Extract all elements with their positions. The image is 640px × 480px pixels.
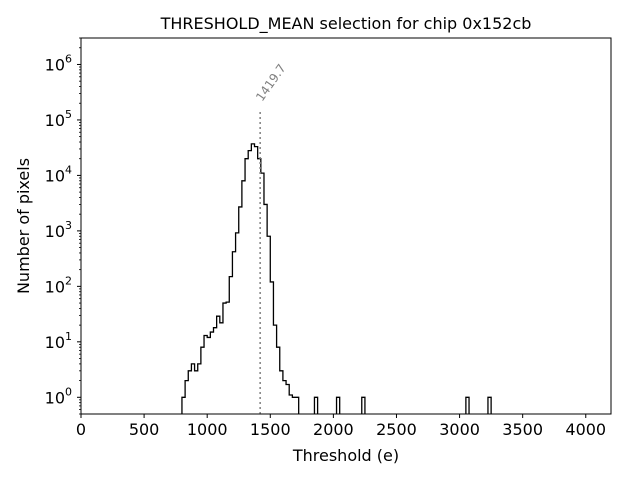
y-axis-label: Number of pixels [14, 158, 33, 294]
y-tick-label-3: 103 [45, 219, 72, 241]
plot-area: 1419.7 0 500 1000 1500 2000 2500 3000 3500 4000 10… [45, 37, 612, 439]
histogram-step-3 [361, 396, 366, 414]
histogram-step-4 [465, 396, 470, 414]
y-tick-label-5: 105 [45, 108, 72, 130]
chart-title: THRESHOLD_MEAN selection for chip 0x152c… [160, 14, 532, 34]
x-tick-label-3500: 3500 [502, 420, 543, 439]
axes-frame [80, 37, 612, 415]
y-tick-label-1: 101 [45, 330, 72, 352]
histogram-step-5 [487, 396, 492, 414]
histogram-step-1 [313, 396, 319, 414]
x-tick-label-2500: 2500 [376, 420, 417, 439]
x-tick-label-4000: 4000 [565, 420, 606, 439]
y-tick-label-4: 104 [45, 163, 72, 185]
x-tick-label-1000: 1000 [187, 420, 228, 439]
x-tick-label-2000: 2000 [313, 420, 354, 439]
x-tick-label-1500: 1500 [250, 420, 291, 439]
x-tick-label-3000: 3000 [439, 420, 480, 439]
histogram-step-2 [335, 396, 341, 414]
x-tick-label-0: 0 [76, 420, 86, 439]
x-axis-label: Threshold (e) [292, 446, 399, 465]
y-tick-label-2: 102 [45, 274, 72, 296]
y-tick-label-6: 106 [45, 52, 72, 74]
histogram-step-0 [181, 143, 300, 414]
x-tick-label-500: 500 [129, 420, 160, 439]
y-tick-label-0: 100 [45, 385, 72, 407]
annotation-label-0: 1419.7 [253, 61, 289, 103]
